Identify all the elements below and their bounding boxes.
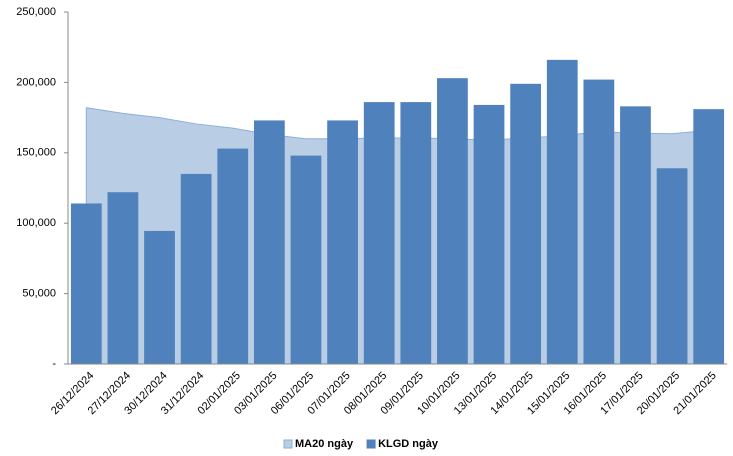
bar bbox=[693, 109, 725, 364]
bar bbox=[70, 203, 102, 364]
y-tick-label: 50,000 bbox=[22, 288, 56, 300]
legend-label: KLGD ngày bbox=[378, 438, 439, 450]
bar bbox=[107, 192, 139, 364]
bar bbox=[400, 102, 432, 364]
bar bbox=[253, 120, 285, 364]
legend-label: MA20 ngày bbox=[295, 438, 354, 450]
bar bbox=[180, 173, 212, 364]
bar bbox=[327, 120, 358, 364]
bar bbox=[290, 155, 322, 364]
bar bbox=[473, 104, 505, 364]
legend-swatch bbox=[366, 439, 376, 449]
bar bbox=[217, 148, 249, 364]
bar bbox=[510, 83, 542, 365]
y-tick-label: - bbox=[52, 358, 56, 370]
y-tick-label: 250,000 bbox=[16, 6, 56, 18]
bar bbox=[363, 102, 395, 364]
ma-area bbox=[85, 107, 710, 365]
bar bbox=[437, 78, 468, 365]
bar bbox=[144, 230, 175, 364]
bar bbox=[583, 79, 615, 365]
bar bbox=[620, 106, 651, 364]
y-tick-label: 150,000 bbox=[16, 147, 56, 159]
bar bbox=[546, 59, 578, 364]
y-tick-label: 200,000 bbox=[16, 76, 56, 88]
bar bbox=[656, 168, 688, 364]
y-tick-label: 100,000 bbox=[16, 217, 56, 229]
legend-swatch bbox=[283, 439, 293, 449]
